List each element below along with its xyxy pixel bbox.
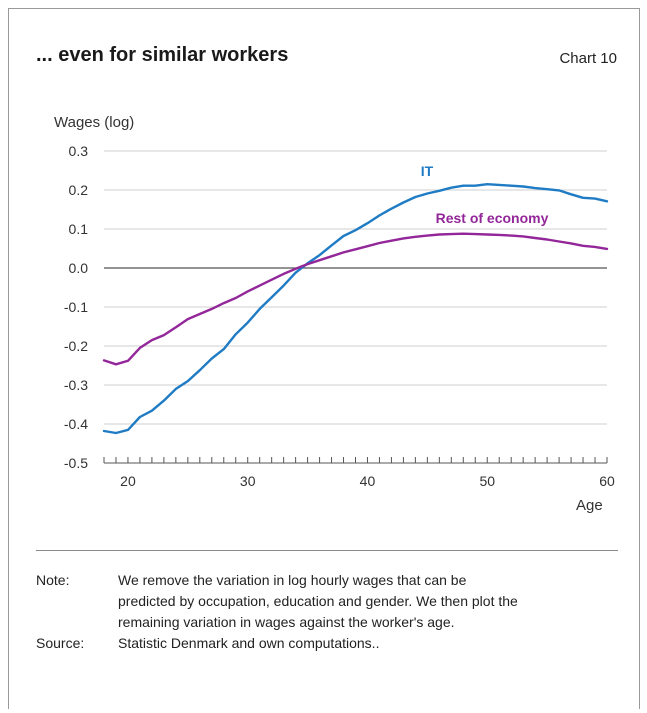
x-tick-label: 50 — [479, 473, 495, 489]
x-tick-label: 40 — [360, 473, 376, 489]
source-label: Source: — [36, 635, 85, 651]
note-row: Note: We remove the variation in log hou… — [36, 570, 626, 633]
notes-section: Note: We remove the variation in log hou… — [36, 570, 626, 654]
x-axis: 20 30 40 50 60 — [103, 457, 615, 489]
y-tick-label: 0.1 — [69, 221, 89, 237]
series-labels: IT Rest of economy — [421, 163, 549, 226]
note-text: We remove the variation in log hourly wa… — [118, 572, 518, 630]
series-line-it — [102, 182, 609, 435]
y-tick-label: -0.1 — [64, 299, 88, 315]
gridlines — [104, 150, 607, 425]
source-row: Source: Statistic Denmark and own comput… — [36, 633, 626, 654]
chart-frame — [8, 8, 640, 709]
x-tick-label: 20 — [120, 473, 136, 489]
chart-number: Chart 10 — [559, 50, 617, 67]
x-tick-label: 30 — [240, 473, 256, 489]
x-axis-label: Age — [576, 497, 603, 514]
y-tick-label: 0.2 — [69, 182, 89, 198]
series-label-rest-of-economy: Rest of economy — [436, 210, 549, 226]
divider — [36, 550, 618, 551]
y-tick-label: -0.2 — [64, 338, 88, 354]
y-tick-label: -0.5 — [64, 455, 88, 471]
series-label-it: IT — [421, 163, 434, 179]
series-lines — [102, 182, 609, 435]
y-tick-label: 0.3 — [69, 143, 89, 159]
source-text: Statistic Denmark and own computations.. — [118, 635, 380, 651]
y-tick-label: -0.3 — [64, 377, 88, 393]
x-tick-label: 60 — [599, 473, 615, 489]
chart-title: ... even for similar workers — [36, 44, 289, 66]
y-tick-label: 0.0 — [69, 260, 89, 276]
series-line-rest-of-economy — [102, 232, 609, 366]
y-tick-label: -0.4 — [64, 416, 88, 432]
y-axis-label: Wages (log) — [54, 114, 135, 131]
y-tick-labels: 0.3 0.2 0.1 0.0 -0.1 -0.2 -0.3 -0.4 -0.5 — [64, 143, 88, 471]
note-label: Note: — [36, 572, 70, 588]
